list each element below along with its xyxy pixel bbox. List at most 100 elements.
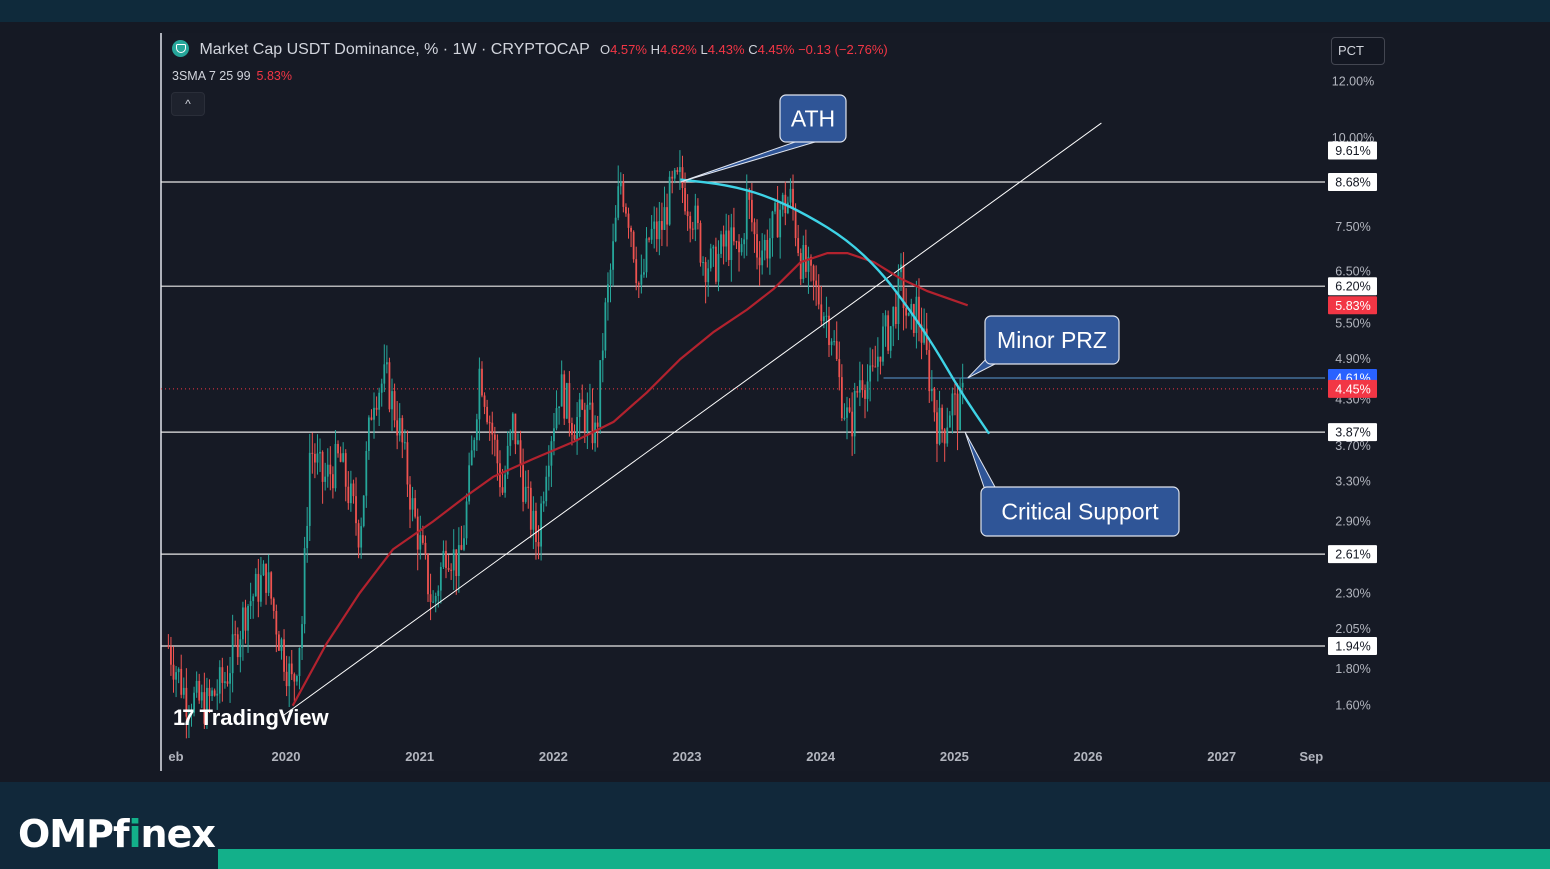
callout-label: Critical Support (1001, 499, 1159, 525)
candle-body (262, 563, 265, 576)
open-label: O (599, 42, 611, 57)
candle-body (195, 680, 198, 693)
candle-body (612, 241, 614, 270)
candle-body (578, 399, 581, 418)
candle-body (627, 213, 630, 228)
high-label: H (650, 42, 660, 57)
callout-box (984, 315, 1120, 365)
high-value: 4.62% (659, 42, 697, 57)
candle-body (655, 221, 658, 240)
candle-body (457, 545, 460, 577)
candle-body (887, 315, 890, 351)
candle-body (907, 312, 910, 316)
candle-body (928, 350, 931, 392)
candle-body (889, 326, 892, 351)
candle-body (411, 498, 414, 510)
open-value: 4.57% (610, 42, 647, 57)
candle-body (393, 391, 396, 421)
candle-body (385, 362, 388, 365)
candle-body (473, 440, 476, 451)
tradingview-watermark: 17 TradingView (173, 705, 329, 731)
candle-body (779, 209, 782, 238)
candle-body (794, 208, 797, 239)
candle-body (712, 246, 715, 249)
candle-body (918, 296, 920, 325)
candle-body (396, 420, 399, 436)
candle-body (820, 304, 823, 321)
candle-body (668, 176, 671, 225)
level-badge (1328, 173, 1377, 191)
candle-body (658, 221, 661, 240)
candle-body (432, 601, 435, 603)
candle-body (542, 501, 545, 504)
trendline (283, 122, 1102, 716)
candle-body (468, 465, 471, 502)
candle-body (550, 441, 553, 466)
candle-body (876, 356, 879, 367)
candle-body (884, 315, 887, 327)
candle-body (609, 269, 612, 285)
level-badge-label: 9.61% (1335, 144, 1370, 158)
brand-part-3: nex (140, 812, 216, 856)
candle-body (774, 202, 776, 212)
scale-mode-button[interactable]: PCT (1331, 37, 1385, 65)
candle-body (871, 365, 874, 367)
candle-body (378, 392, 381, 410)
candle-body (601, 350, 604, 361)
candle-body (648, 238, 650, 240)
ohlc-readout: O4.57% H4.62% L4.43% C4.45% −0.13 (−2.76… (600, 42, 888, 57)
candle-body (789, 188, 792, 203)
candle-body (558, 406, 560, 409)
price-badge-label: 5.83% (1335, 299, 1370, 313)
candle-body (812, 265, 815, 281)
candle-body (553, 428, 555, 442)
candle-body (352, 483, 355, 497)
candle-body (589, 402, 591, 405)
candle-body (838, 359, 841, 378)
candle-body (617, 186, 620, 218)
y-tick-label: 1.60% (1335, 699, 1370, 713)
candle-body (661, 221, 663, 230)
candle-body (537, 542, 540, 547)
candle-body (403, 442, 406, 444)
candle-body (555, 408, 558, 429)
candle-body (650, 228, 653, 240)
tradingview-text: TradingView (199, 705, 329, 730)
candle-body (625, 206, 627, 214)
candle-body (529, 487, 532, 530)
candle-body (699, 223, 702, 263)
candle-body (439, 566, 442, 591)
candle-body (509, 431, 512, 446)
candle-body (249, 601, 252, 607)
candle-body (213, 690, 216, 696)
candle-body (840, 377, 843, 419)
candle-body (923, 328, 926, 343)
collapse-legend-button[interactable]: ^ (171, 92, 205, 116)
y-tick-label: 5.50% (1335, 316, 1370, 330)
y-tick-label: 1.80% (1335, 662, 1370, 676)
candle-body (707, 268, 710, 283)
candle-body (527, 486, 530, 488)
chart-panel[interactable] (160, 33, 1390, 771)
candle-body (902, 264, 905, 309)
candle-body (347, 486, 350, 504)
level-badge (1328, 277, 1377, 296)
candle-body (236, 634, 239, 658)
low-value: 4.43% (707, 42, 745, 57)
candle-body (298, 648, 301, 677)
indicator-legend[interactable]: 3SMA 7 25 99 5.83% (172, 69, 292, 83)
callout-label: ATH (791, 106, 835, 132)
indicator-name: 3SMA 7 25 99 (172, 69, 251, 83)
candle-body (704, 262, 707, 283)
level-badge (1328, 545, 1377, 564)
candle-body (686, 211, 689, 217)
candle-body (815, 280, 818, 286)
candle-body (414, 498, 417, 517)
candle-body (313, 453, 316, 463)
x-tick-label: 2024 (806, 749, 836, 764)
candle-body (591, 402, 594, 444)
candle-body (355, 496, 357, 524)
candle-body (694, 205, 697, 230)
indicator-value: 5.83% (256, 69, 292, 83)
